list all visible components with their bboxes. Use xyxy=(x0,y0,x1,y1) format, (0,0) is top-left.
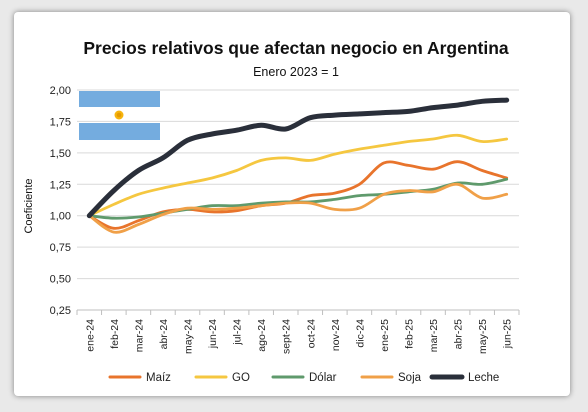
x-tick-label: jun-24 xyxy=(207,319,219,349)
y-tick-label: 1,50 xyxy=(50,148,71,160)
y-tick-label: 2,00 xyxy=(50,85,71,97)
x-tick-label: jul-24 xyxy=(232,319,244,346)
series-lines xyxy=(86,97,510,234)
series-line-soja xyxy=(87,182,509,234)
chart-title: Precios relativos que afectan negocio en… xyxy=(83,38,509,58)
legend-label-maiz: Maíz xyxy=(146,372,171,384)
x-tick-label: mar-25 xyxy=(428,319,440,352)
y-tick-label: 1,00 xyxy=(50,211,71,223)
line-chart: Precios relativos que afectan negocio en… xyxy=(23,38,520,384)
argentina-flag-icon xyxy=(79,91,160,140)
x-tick-label: may-25 xyxy=(477,319,489,354)
x-tick-label: abr-25 xyxy=(453,319,465,350)
x-tick-label: nov-24 xyxy=(330,319,342,351)
x-tick-label: sept-24 xyxy=(281,319,293,354)
y-tick-label: 0,75 xyxy=(50,242,71,254)
series-line-leche xyxy=(86,97,510,219)
x-tick-label: feb-25 xyxy=(404,319,416,349)
x-tick-label: oct-24 xyxy=(305,319,317,348)
x-tick-label: ene-24 xyxy=(84,319,96,352)
x-tick-label: abr-24 xyxy=(158,319,170,350)
y-tick-label: 0,50 xyxy=(50,274,71,286)
legend-label-go: GO xyxy=(232,372,250,384)
x-tick-label: ago-24 xyxy=(256,319,268,352)
legend: Maíz GO Dólar Soja Leche xyxy=(108,372,499,384)
x-tick-label: feb-24 xyxy=(109,319,121,349)
x-tick-label: mar-24 xyxy=(133,319,145,352)
x-tick-label: dic-24 xyxy=(354,319,366,348)
y-tick-label: 0,25 xyxy=(50,305,71,317)
y-tick-label: 1,75 xyxy=(50,116,71,128)
y-tick-label: 1,25 xyxy=(50,179,71,191)
y-axis-label: Coeficiente xyxy=(23,178,35,233)
axes: 0,25 0,50 0,75 1,00 1,25 1,50 1,75 2,00 ene-24 fe… xyxy=(50,85,520,354)
x-tick-label: jun-25 xyxy=(502,319,514,349)
x-tick-label: ene-25 xyxy=(379,319,391,352)
legend-label-dolar: Dólar xyxy=(309,372,337,384)
chart-subtitle: Enero 2023 = 1 xyxy=(253,65,339,79)
x-tick-label: may-24 xyxy=(183,319,195,354)
legend-label-soja: Soja xyxy=(398,372,422,384)
series-line-go xyxy=(87,133,509,218)
legend-label-leche: Leche xyxy=(468,372,499,384)
chart-card: Precios relativos que afectan negocio en… xyxy=(14,12,570,396)
